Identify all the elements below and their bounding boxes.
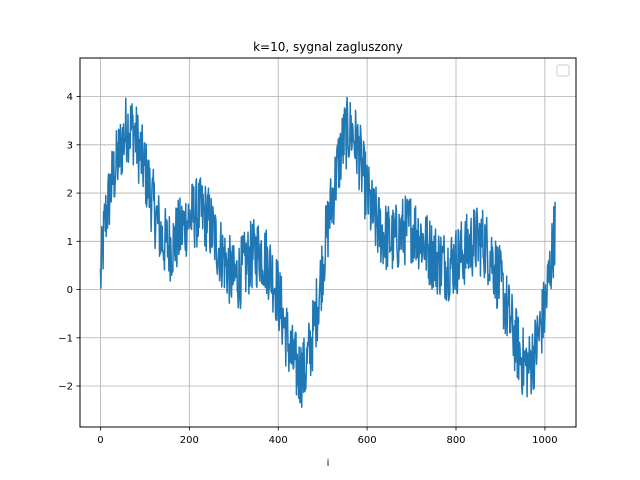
y-tick-label: 4 <box>67 92 73 103</box>
x-axis-label: i <box>327 458 330 469</box>
series-layer <box>99 96 556 408</box>
x-tick-label: 0 <box>97 435 103 446</box>
series-line <box>99 96 556 408</box>
y-tick-label: 0 <box>67 285 73 296</box>
x-tick-label: 800 <box>446 435 465 446</box>
x-ticks: 0 200 400 600 800 1000 <box>97 427 558 446</box>
x-tick-label: 400 <box>269 435 288 446</box>
x-tick-label: 200 <box>180 435 199 446</box>
y-ticks: −2 −1 0 1 2 3 4 <box>58 92 80 393</box>
legend-box <box>556 64 570 77</box>
x-tick-label: 600 <box>358 435 377 446</box>
axes-frame <box>79 57 577 428</box>
x-tick-label: 1000 <box>532 435 557 446</box>
y-tick-label: 2 <box>67 189 73 200</box>
y-tick-label: 3 <box>67 140 73 151</box>
chart-title: k=10, sygnal zagluszony <box>253 40 403 54</box>
y-tick-label: −2 <box>58 382 73 393</box>
y-tick-label: −1 <box>58 333 73 344</box>
y-tick-label: 1 <box>67 237 73 248</box>
